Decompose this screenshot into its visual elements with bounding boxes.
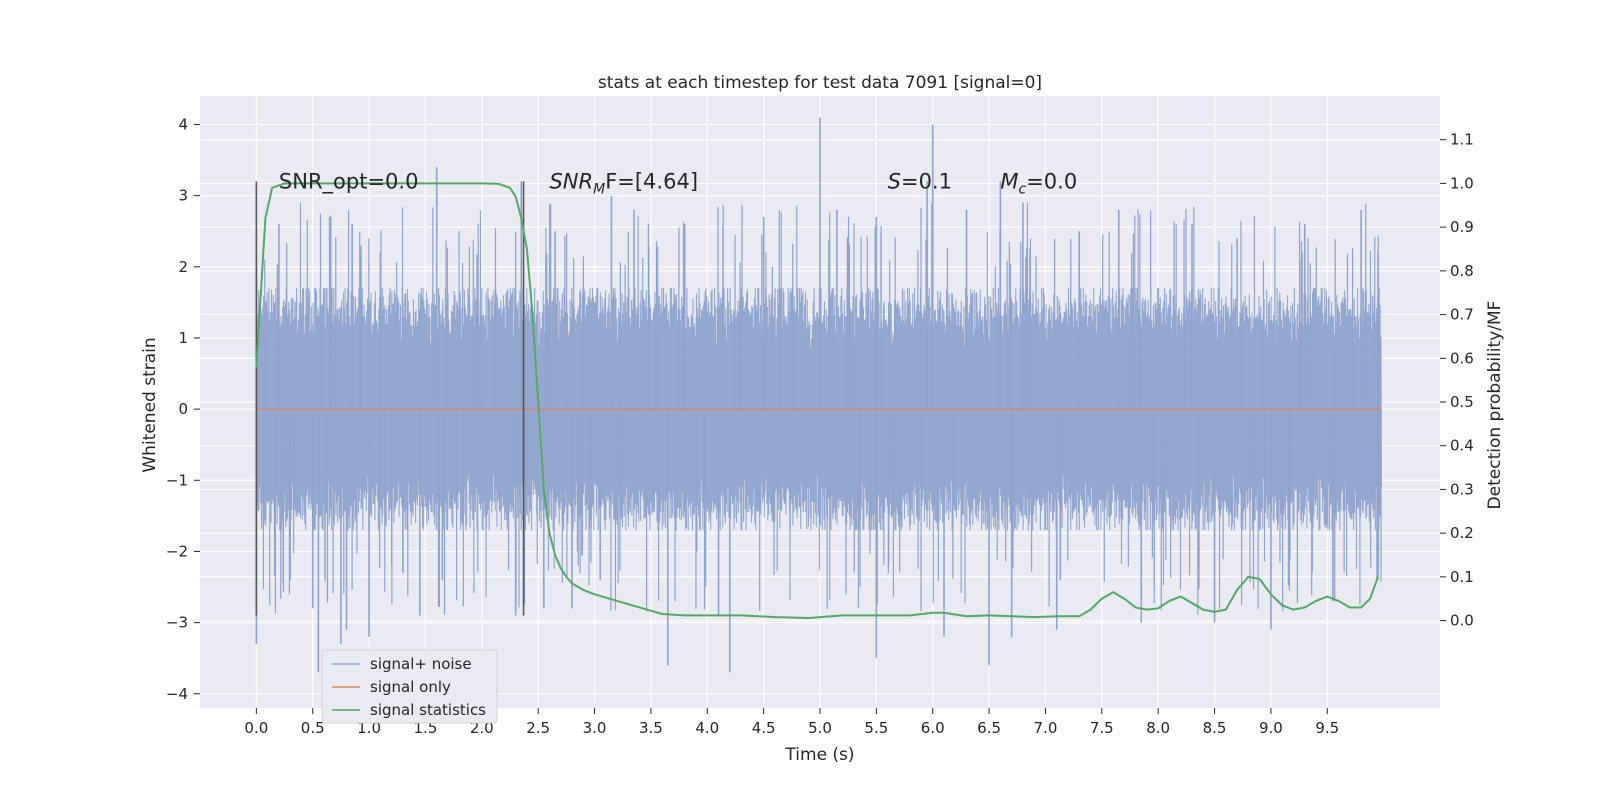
y2-tick-label: 0.7 [1450, 306, 1474, 324]
legend-label-signal-statistics: signal statistics [370, 701, 486, 719]
y-tick-label: −2 [166, 542, 188, 560]
x-tick-label: 4.0 [695, 719, 719, 737]
x-tick-label: 0.5 [301, 719, 325, 737]
x-tick-label: 6.5 [977, 719, 1001, 737]
y-tick-label: 0 [178, 400, 188, 418]
x-ticks: 0.0 0.5 1.0 1.5 2.0 2.5 3.0 3.5 4.0 4.5 5.0 5.5 6.0 6… [244, 708, 1339, 737]
y-tick-label: 4 [178, 115, 188, 133]
y-ticks: 4 3 2 1 0 −1 −2 −3 −4 [166, 115, 200, 703]
chart-title: stats at each timestep for test data 709… [598, 73, 1042, 93]
annotation: SNR_opt=0.0 [279, 169, 419, 194]
signal-statistics-series [255, 182, 1379, 619]
annotations: SNR_opt=0.0 SNRMF=[4.64] S=0.1 Mc=0.0 [279, 169, 1077, 197]
annotation: S=0.1 [888, 169, 952, 193]
x-tick-label: 0.0 [244, 719, 268, 737]
x-tick-label: 8.5 [1203, 719, 1227, 737]
y2-tick-label: 1.0 [1450, 174, 1474, 192]
x-tick-label: 3.0 [583, 719, 607, 737]
y2-tick-label: 0.5 [1450, 393, 1474, 411]
x-tick-label: 5.0 [808, 719, 832, 737]
x-tick-label: 7.0 [1034, 719, 1058, 737]
x-tick-label: 2.5 [526, 719, 550, 737]
y-tick-label: 2 [178, 258, 188, 276]
x-tick-label: 9.5 [1315, 719, 1339, 737]
y2-ticks: 1.1 1.0 0.9 0.8 0.7 0.6 0.5 0.4 0.3 0.2 0.1 0.0 [1440, 131, 1474, 630]
x-tick-label: 7.5 [1090, 719, 1114, 737]
annotation: SNRMF=[4.64] [549, 169, 698, 197]
y-tick-label: 1 [178, 329, 188, 347]
y-tick-label: −4 [166, 685, 188, 703]
x-tick-label: 4.5 [752, 719, 776, 737]
y2-tick-label: 0.3 [1450, 480, 1474, 498]
signal-statistics-line [255, 182, 1379, 619]
y-tick-label: −1 [166, 471, 188, 489]
x-tick-label: 5.5 [864, 719, 888, 737]
x-tick-label: 3.5 [639, 719, 663, 737]
signal-noise-series [255, 117, 1382, 673]
x-tick-label: 8.0 [1146, 719, 1170, 737]
y2-tick-label: 0.9 [1450, 218, 1474, 236]
legend-label-signal-noise: signal+ noise [370, 655, 472, 673]
x-axis-label: Time (s) [784, 745, 854, 765]
y2-tick-label: 0.8 [1450, 262, 1474, 280]
legend-box [321, 649, 498, 724]
x-tick-label: 9.0 [1259, 719, 1283, 737]
y-axis-label: Whitened strain [140, 337, 160, 472]
y-tick-label: 3 [178, 187, 188, 205]
y2-tick-label: 0.4 [1450, 437, 1474, 455]
y2-tick-label: 0.6 [1450, 349, 1474, 367]
y2-tick-label: 0.1 [1450, 568, 1474, 586]
legend: signal+ noise signal only signal statist… [321, 649, 498, 724]
y2-axis-label: Detection probability/MF [1485, 301, 1505, 510]
x-tick-label: 6.0 [921, 719, 945, 737]
y2-tick-label: 0.2 [1450, 524, 1474, 542]
legend-label-signal-only: signal only [370, 678, 451, 696]
y2-tick-label: 0.0 [1450, 612, 1474, 630]
annotation: Mc=0.0 [1000, 169, 1077, 197]
y-tick-label: −3 [166, 614, 188, 632]
y2-tick-label: 1.1 [1450, 131, 1474, 149]
marker-lines [255, 181, 525, 616]
